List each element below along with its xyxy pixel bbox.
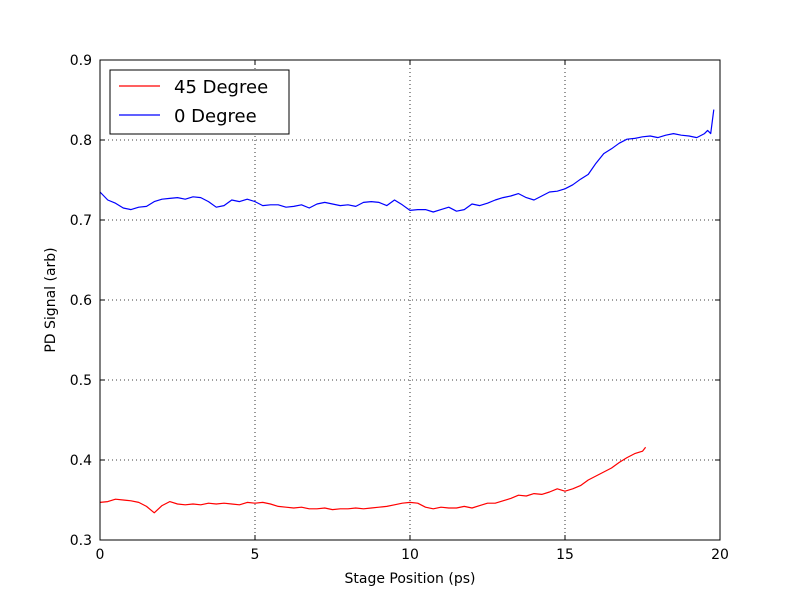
x-tick-label: 5 — [251, 547, 260, 563]
y-tick-label: 0.3 — [70, 533, 92, 549]
y-tick-label: 0.4 — [70, 453, 92, 469]
x-tick-label: 0 — [96, 547, 105, 563]
y-tick-label: 0.8 — [70, 133, 92, 149]
legend: 45 Degree 0 Degree — [109, 69, 290, 135]
x-tick-label: 10 — [401, 547, 419, 563]
legend-label: 45 Degree — [174, 77, 268, 98]
y-tick-label: 0.5 — [70, 373, 92, 389]
axis-ticks: 0 5 10 15 20 0.3 0.4 0.5 0.6 0.7 0.8 0.9 — [70, 53, 729, 563]
series-lines — [99, 109, 715, 514]
x-axis-label: Stage Position (ps) — [345, 571, 476, 587]
y-tick-label: 0.9 — [70, 53, 92, 69]
legend-box — [109, 69, 290, 135]
y-tick-label: 0.6 — [70, 293, 92, 309]
y-axis-label: PD Signal (arb) — [43, 247, 59, 352]
series-line-0-degree — [99, 109, 715, 213]
legend-label: 0 Degree — [174, 106, 257, 127]
grid-lines — [100, 60, 720, 540]
x-tick-label: 15 — [556, 547, 574, 563]
y-tick-label: 0.7 — [70, 213, 92, 229]
series-line-45-degree — [99, 446, 647, 514]
x-tick-label: 20 — [711, 547, 729, 563]
